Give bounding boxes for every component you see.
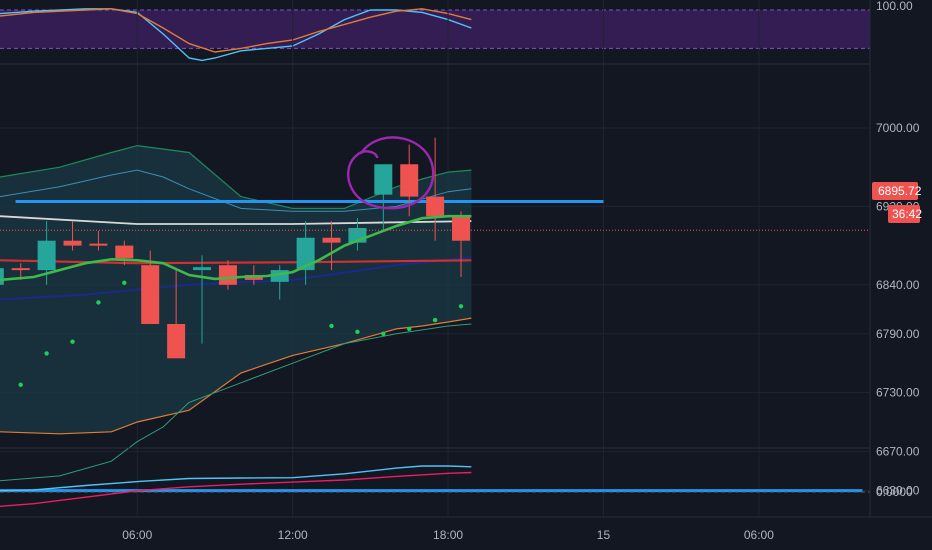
time-tick-label: 06:00 [122,528,152,542]
price-tick-label: 6730.00 [876,386,920,400]
sar-dot [458,304,464,309]
candle-body[interactable] [167,324,186,359]
candle-body[interactable] [193,267,212,271]
price-axis[interactable]: 7000.006920.006840.006790.006730.006670.… [876,121,920,498]
candle-body[interactable] [218,265,237,285]
bollinger-band-fill [0,145,472,434]
time-tick-label: 18:00 [433,528,463,542]
macd-axis-tick: 0.0000 [876,485,913,499]
price-tick-label: 6670.00 [876,444,920,458]
time-tick-label: 12:00 [278,528,308,542]
candle-body[interactable] [452,216,471,241]
time-axis[interactable]: 06:00 12:00 18:00 15 06:00 [122,528,774,542]
sar-dot [18,382,23,387]
last-price-label: 6895.72 [878,184,922,198]
rsi-tick-label: 100.00 [876,0,913,13]
last-price-tag: 6895.72 [872,182,922,200]
inner-band-upper [0,169,472,212]
sar-dot [44,351,49,356]
candle-body[interactable] [37,240,56,271]
sar-dot [96,300,101,305]
sar-dot [329,323,334,329]
rsi-line-2 [0,8,472,53]
price-tick-label: 7000.00 [876,121,920,135]
rsi-axis-tick: 100.00 [876,0,913,13]
inner-band-lower [0,323,472,482]
candle-body[interactable] [115,245,134,259]
candle-body[interactable] [89,243,108,246]
sar-dot [407,326,412,332]
candle-body[interactable] [426,196,445,217]
price-tick-label: 6790.00 [876,327,920,341]
countdown-label: 36:42 [892,207,922,221]
candle-body[interactable] [141,265,160,324]
price-tick-label: 6840.00 [876,278,920,292]
time-tick-label: 15 [597,528,611,542]
candle-body[interactable] [374,164,393,195]
macd-line-1 [0,465,472,492]
candle-body[interactable] [11,268,30,271]
countdown-tag: 36:42 [888,205,922,223]
ma-red-line [0,259,472,265]
bollinger-lower [0,317,472,435]
candle-body[interactable] [296,237,315,271]
sar-dot [122,280,127,286]
ma-navy-line [0,256,472,301]
time-tick-label: 06:00 [744,528,774,542]
macd-panel[interactable] [0,465,870,507]
sar-dot [355,329,360,335]
sar-dot [381,331,386,336]
sar-dot [70,339,75,344]
candle-body[interactable] [322,237,341,243]
sar-dot [432,317,438,323]
candle-body[interactable] [400,164,419,197]
candle-body[interactable] [270,270,289,282]
macd-line-2 [0,471,472,507]
rsi-panel[interactable] [0,8,870,62]
hand-drawn-circle-icon[interactable] [347,136,435,210]
candle-body[interactable] [63,240,82,246]
price-panel[interactable] [0,0,870,517]
candle-body[interactable] [0,268,4,285]
price-tick-label: 6630.00 [876,484,920,498]
ma-white-line [0,215,472,225]
macd-tick-label: 0.0000 [876,485,913,499]
ema-green-line [0,214,472,282]
